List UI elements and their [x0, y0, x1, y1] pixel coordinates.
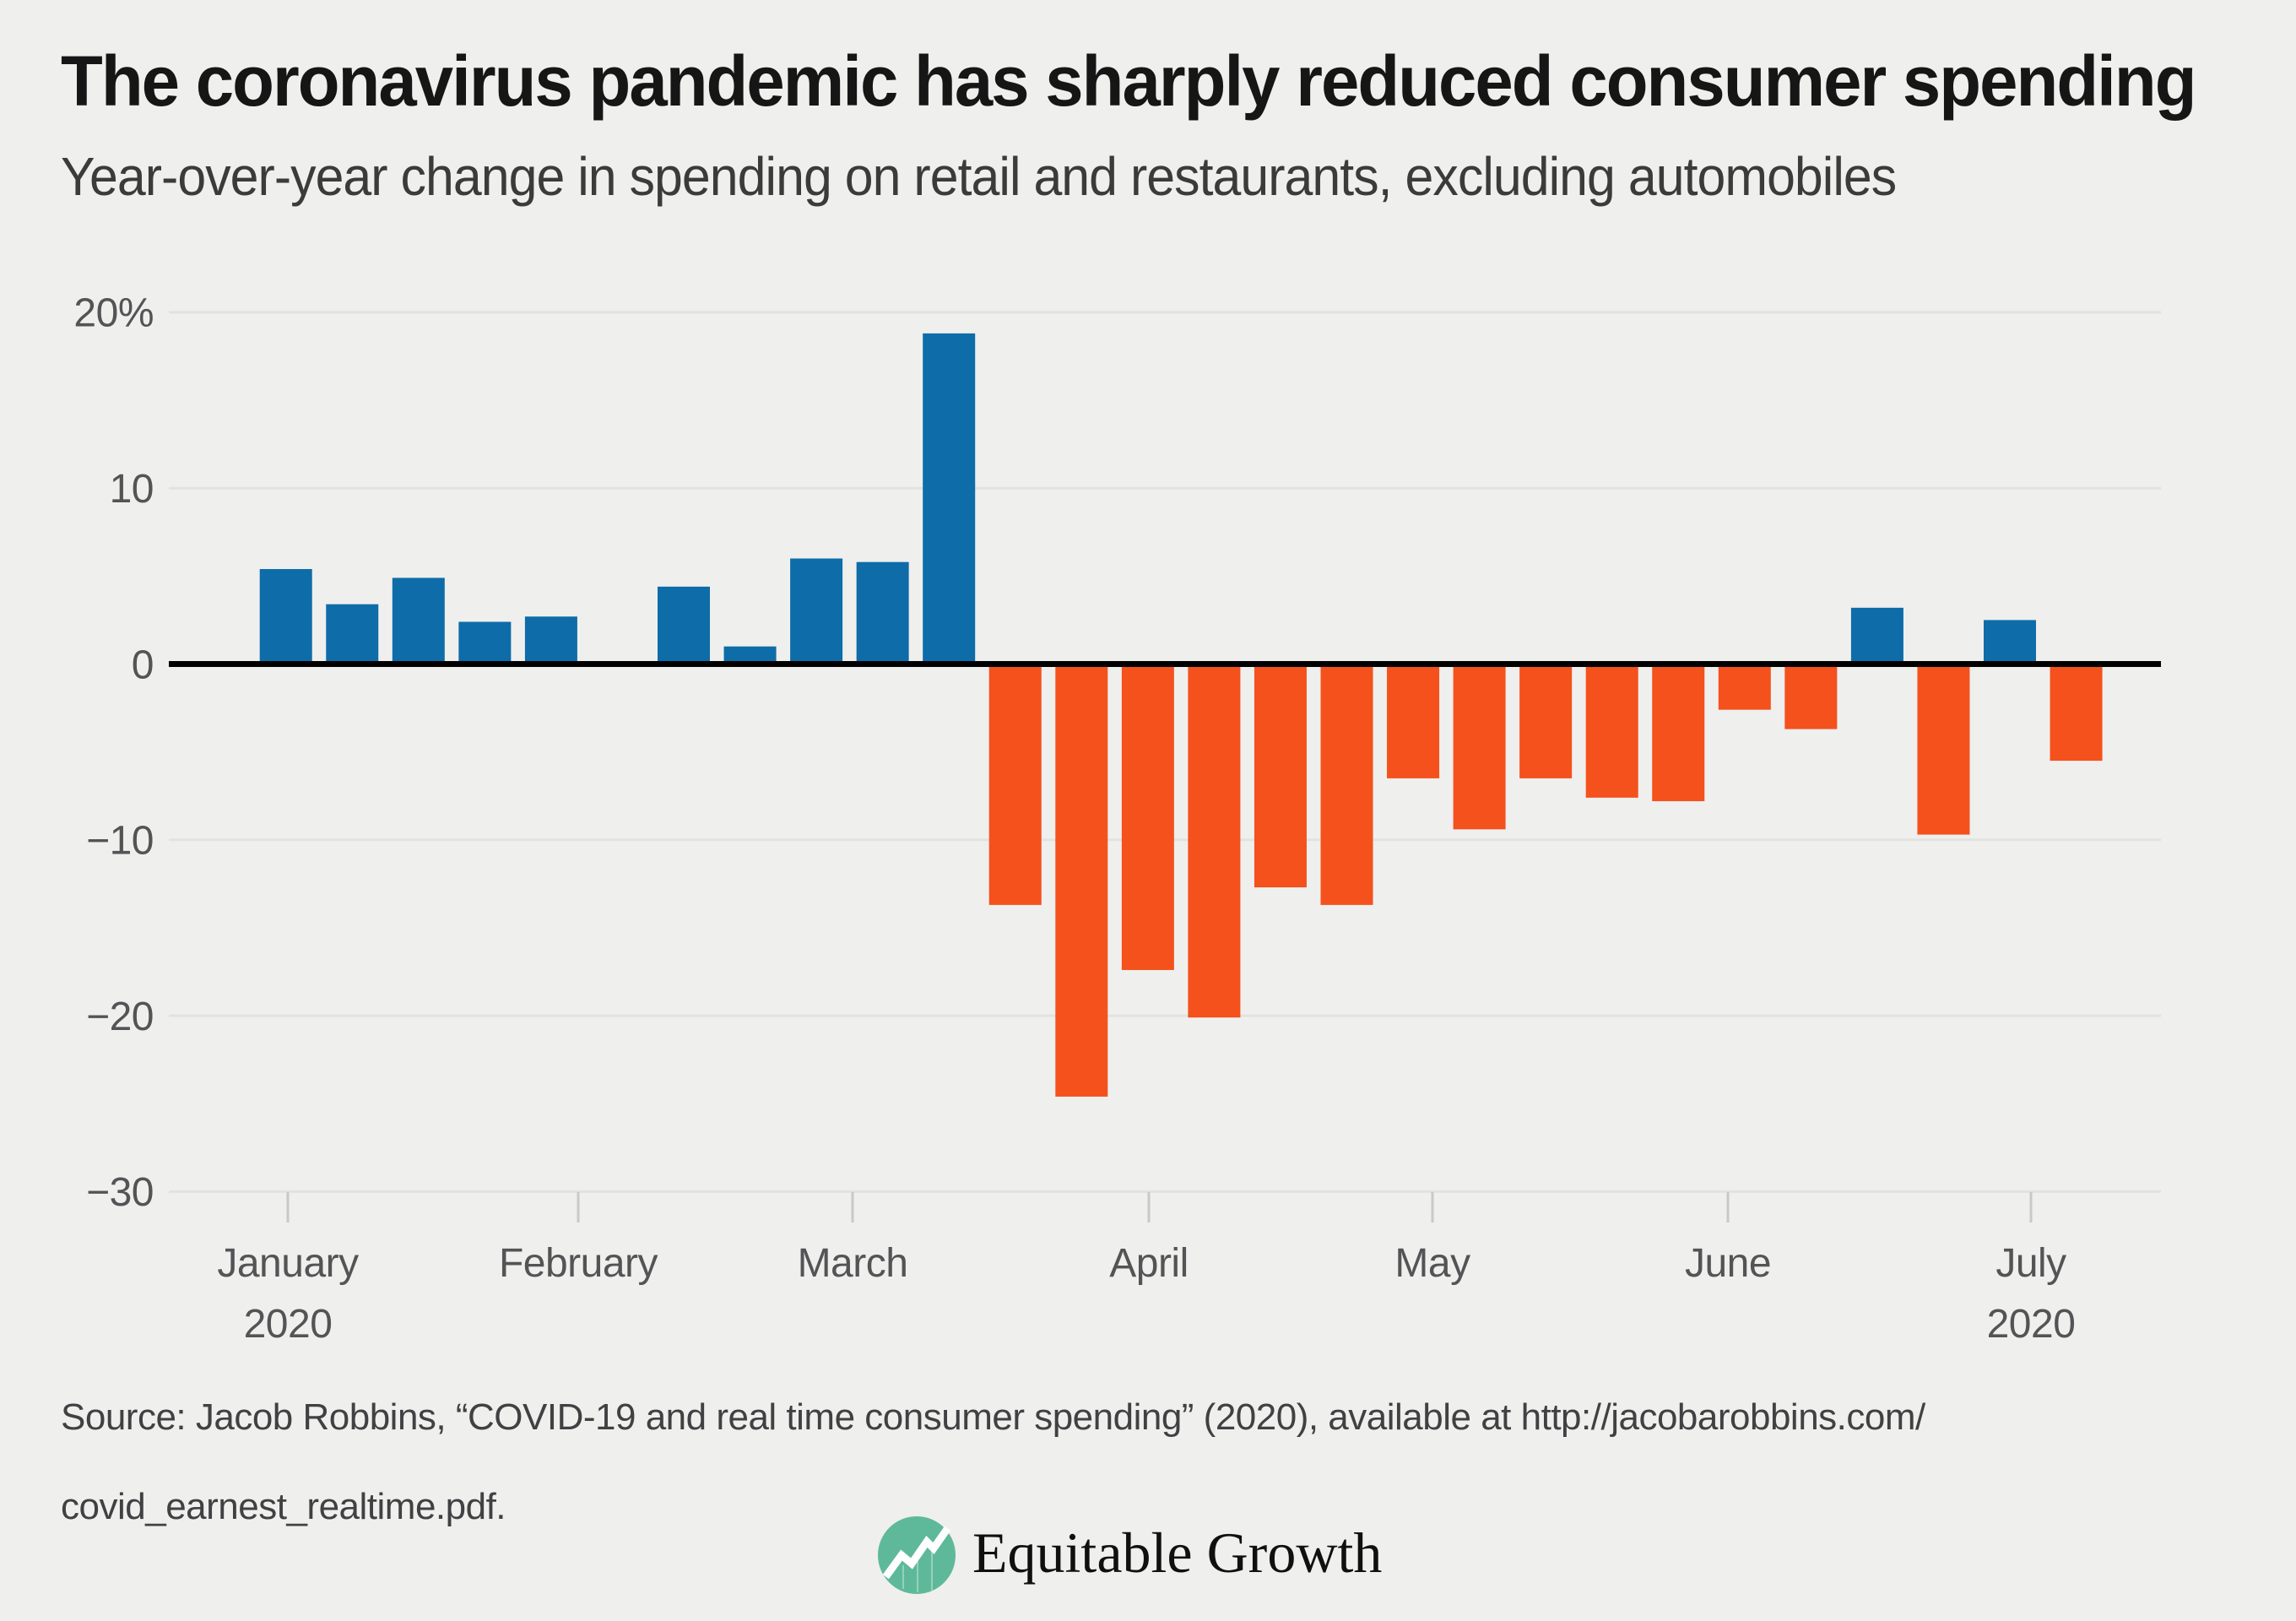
bar-negative: [1320, 664, 1373, 905]
x-axis-month-label: July: [1995, 1241, 2066, 1286]
x-axis-month-label: March: [798, 1241, 908, 1286]
y-axis-tick-label: −10: [86, 819, 154, 864]
bar-positive: [524, 616, 577, 664]
y-axis-tick-label: 0: [132, 642, 154, 687]
source-note: Source: Jacob Robbins, “COVID-19 and rea…: [61, 1395, 1925, 1529]
bar-positive: [259, 569, 312, 664]
bar-negative: [1519, 664, 1573, 778]
x-axis-year-label: 2020: [244, 1302, 333, 1347]
bar-negative: [1585, 664, 1638, 798]
source-line-2: covid_earnest_realtime.pdf.: [61, 1486, 506, 1527]
bar-negative: [1718, 664, 1771, 710]
bar-negative: [1453, 664, 1506, 830]
chart-title: The coronavirus pandemic has sharply red…: [61, 41, 2196, 121]
x-axis-month-label: February: [499, 1241, 658, 1286]
y-axis-tick-label: 10: [110, 467, 154, 512]
y-axis-tick-label: 20%: [73, 291, 154, 336]
bar-positive: [1984, 620, 2036, 664]
x-axis-year-label: 2020: [1987, 1302, 2076, 1347]
equitable-growth-logo: Equitable Growth: [878, 1516, 1382, 1594]
x-axis-month-label: June: [1685, 1241, 1771, 1286]
bar-positive: [458, 621, 512, 664]
y-axis-tick-label: −20: [86, 995, 154, 1039]
source-line-1: Source: Jacob Robbins, “COVID-19 and rea…: [61, 1396, 1925, 1438]
chart-subtitle: Year-over-year change in spending on ret…: [61, 146, 1897, 207]
bar-negative: [1055, 664, 1108, 1097]
y-axis-tick-label: −30: [86, 1170, 154, 1215]
bar-positive: [923, 333, 976, 664]
x-axis-month-label: April: [1109, 1241, 1189, 1286]
bar-negative: [1784, 664, 1838, 729]
bar-positive: [856, 561, 909, 664]
bar-negative: [1652, 664, 1705, 801]
bar-positive: [326, 604, 379, 664]
bar-negative: [1387, 664, 1440, 778]
bar-positive: [658, 586, 710, 664]
bar-negative: [1188, 664, 1241, 1018]
logo-wordmark: Equitable Growth: [972, 1520, 1383, 1585]
bar-negative: [1917, 664, 1970, 835]
bar-negative: [2050, 664, 2103, 762]
x-axis-month-label: May: [1394, 1241, 1470, 1286]
bar-positive: [790, 558, 843, 664]
bar-positive: [723, 646, 777, 664]
x-axis-month-label: January: [217, 1241, 359, 1286]
line-chart-circle-icon: [878, 1516, 956, 1594]
bar-positive: [1850, 607, 1903, 664]
bar-negative: [1254, 664, 1307, 888]
bar-negative: [988, 664, 1042, 905]
bar-positive: [392, 577, 445, 664]
bar-negative: [1121, 664, 1174, 970]
